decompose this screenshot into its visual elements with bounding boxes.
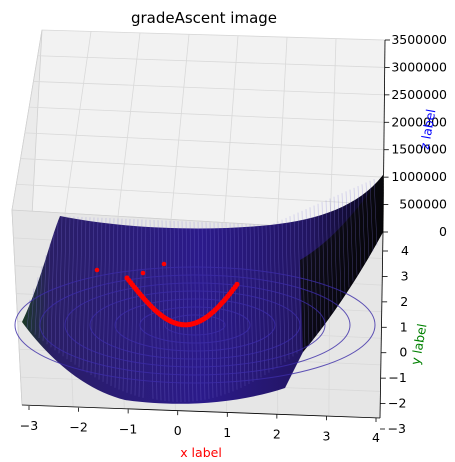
z-tick-label: 2500000 [391, 87, 447, 102]
surface-contours [14, 266, 376, 384]
surface-mesh [26, 178, 378, 403]
y-tick-label: 2 [400, 294, 408, 309]
z-tick-label: 0 [439, 224, 447, 239]
x-tick-label: 1 [223, 425, 231, 440]
surface-right-edge [300, 175, 383, 352]
axes-lines [21, 39, 390, 430]
trajectory-point [94, 267, 100, 273]
y-axis-label: y label [408, 322, 430, 366]
trajectory-point [234, 281, 240, 287]
y-tick-label: 3 [401, 268, 409, 283]
y-tick-label: 0 [399, 345, 407, 360]
x-tick-label: −3 [20, 418, 38, 433]
x-tick-label: 3 [322, 428, 330, 443]
z-tick-labels: 0 500000 1000000 1500000 2000000 2500000 30000… [391, 32, 447, 239]
y-tick-label: −1 [388, 370, 406, 385]
y-tick-label: 1 [400, 319, 408, 334]
z-tick-label: 1500000 [391, 142, 447, 157]
y-tick-label: 4 [401, 243, 409, 258]
z-tick-label: 2000000 [391, 114, 447, 129]
z-tick-label: 3500000 [391, 32, 447, 47]
x-tick-label: −2 [69, 420, 87, 435]
x-tick-label: 2 [273, 427, 281, 442]
y-tick-labels: 4 3 2 1 0 −1 −2 −3 [388, 243, 409, 436]
ascent-trajectory [94, 261, 240, 328]
x-tick-labels: −3 −2 −1 0 1 2 3 4 [20, 418, 380, 445]
z-tick-label: 500000 [399, 197, 447, 212]
x-tick-label: 4 [372, 430, 380, 445]
trajectory-point [161, 261, 167, 267]
trajectory-point [140, 270, 146, 276]
y-tick-label: −3 [388, 421, 406, 436]
x-tick-label: 0 [174, 423, 182, 438]
chart-title: gradeAscent image [131, 9, 277, 27]
z-tick-label: 1000000 [391, 169, 447, 184]
z-axis-label: z label [417, 108, 439, 151]
x-tick-label: −1 [119, 421, 137, 436]
z-tick-label: 3000000 [391, 59, 447, 74]
y-tick-label: −2 [388, 396, 406, 411]
x-axis-label: x label [180, 445, 222, 460]
surface [14, 175, 383, 404]
